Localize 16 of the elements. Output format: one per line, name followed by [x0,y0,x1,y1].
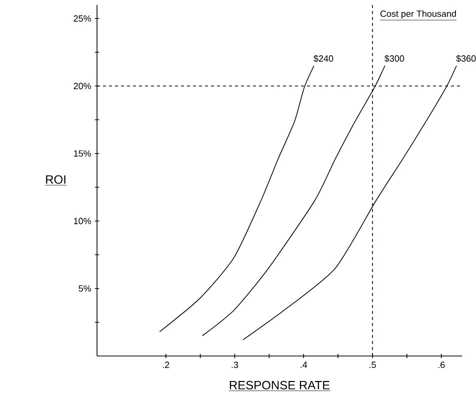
y-tick-label: 20% [74,82,92,90]
y-tick-label: 10% [74,218,92,224]
y-tick-label: 5% [78,285,92,292]
x-tick-label: .4 [300,362,308,368]
x-tick-label: .3 [232,362,238,368]
y-axis-title: ROI [46,175,66,184]
x-tick-label: .5 [370,362,376,368]
x-tick-label: .2 [162,362,170,368]
x-axis-title: RESPONSE RATE [230,380,330,390]
y-tick-label: 25% [74,15,92,22]
legend-title: Cost per Thousand [380,10,456,19]
series-label: $240 [314,54,334,62]
series-label: $300 [384,54,404,62]
series-label: $360 [456,54,476,62]
x-tick-label: .6 [438,362,445,368]
y-tick-label: 15% [74,150,92,157]
